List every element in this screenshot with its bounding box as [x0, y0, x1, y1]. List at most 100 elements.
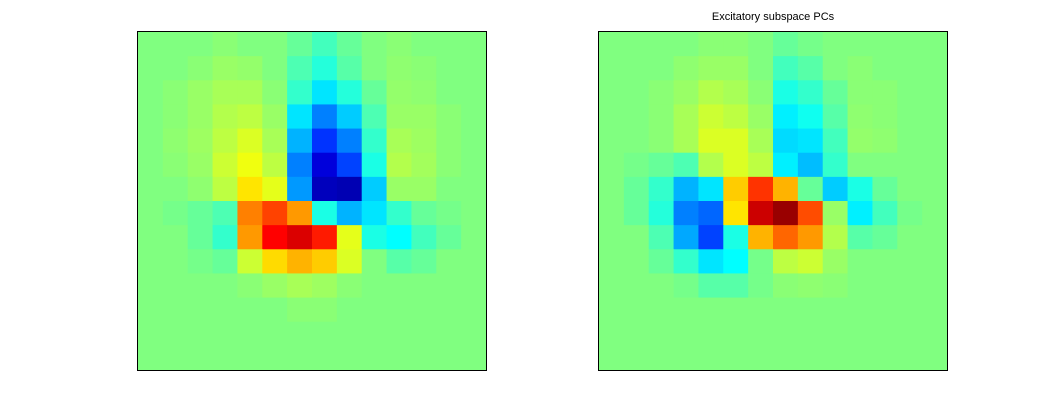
heatmap-1-cell-r2-c2: [187, 80, 214, 106]
heatmap-1-cell-r6-c11: [411, 176, 437, 202]
heatmap-2-cell-r4-c6: [748, 128, 774, 154]
heatmap-1-cell-r12-c11: [411, 321, 437, 347]
heatmap-1-cell-r7-c12: [436, 201, 462, 226]
heatmap-1-cell-r1-c4: [237, 56, 263, 81]
heatmap-1-cell-r11-c1: [162, 297, 189, 323]
heatmap-2-cell-r12-c11: [872, 321, 898, 347]
heatmap-1-cell-r1-c5: [262, 56, 288, 81]
heatmap-1-cell-r8-c6: [287, 225, 313, 250]
heatmap-2-cell-r12-c3: [673, 321, 700, 347]
heatmap-2-cell-r7-c4: [698, 201, 724, 226]
heatmap-2-cell-r4-c1: [623, 128, 650, 154]
heatmap-1-cell-r4-c4: [237, 128, 263, 154]
heatmap-2-cell-r7-c11: [872, 201, 898, 226]
heatmap-2-cell-r5-c11: [872, 152, 898, 178]
heatmap-1-cell-r9-c7: [312, 249, 338, 275]
heatmap-1-cell-r7-c9: [361, 201, 388, 226]
heatmap-1-cell-r5-c13: [461, 152, 486, 178]
heatmap-2-cell-r7-c6: [748, 201, 774, 226]
heatmap-2-cell-r11-c11: [872, 297, 898, 323]
heatmap-1-cell-r4-c3: [212, 128, 239, 154]
heatmap-2-cell-r12-c10: [847, 321, 874, 347]
heatmap-1-cell-r5-c2: [187, 152, 214, 178]
heatmap-2-cell-r10-c6: [748, 273, 774, 299]
heatmap-1-cell-r6-c0: [138, 176, 164, 202]
heatmap-2-cell-r2-c13: [922, 80, 947, 106]
heatmap-2-cell-r8-c8: [797, 225, 824, 250]
heatmap-2-cell-r8-c0: [599, 225, 625, 250]
heatmap-2-cell-r5-c8: [797, 152, 824, 178]
heatmap-1-cell-r8-c8: [336, 225, 363, 250]
heatmap-1-cell-r2-c12: [436, 80, 462, 106]
heatmap-1-cell-r1-c13: [461, 56, 486, 81]
heatmap-2-cell-r3-c0: [599, 104, 625, 130]
heatmap-2-cell-r0-c11: [872, 32, 898, 57]
heatmap-1-cell-r1-c11: [411, 56, 437, 81]
heatmap-1-cell-r10-c5: [262, 273, 288, 299]
heatmap-2-cell-r12-c4: [698, 321, 724, 347]
heatmap-1-cell-r1-c2: [187, 56, 214, 81]
heatmap-2-cell-r12-c5: [723, 321, 749, 347]
heatmap-1-cell-r11-c6: [287, 297, 313, 323]
heatmap-2-cell-r9-c6: [748, 249, 774, 275]
heatmap-1-cell-r0-c0: [138, 32, 164, 57]
heatmap-2-cell-r7-c12: [897, 201, 923, 226]
heatmap-2-cell-r10-c7: [773, 273, 799, 299]
heatmap-1-cell-r12-c8: [336, 321, 363, 347]
heatmap-1-cell-r0-c4: [237, 32, 263, 57]
heatmap-1-cell-r1-c10: [386, 56, 413, 81]
heatmap-2-cell-r6-c3: [673, 176, 700, 202]
heatmap-2-cell-r13-c6: [748, 345, 774, 370]
heatmap-1-cell-r4-c8: [336, 128, 363, 154]
heatmap-1-cell-r3-c11: [411, 104, 437, 130]
heatmap-1-cell-r6-c1: [162, 176, 189, 202]
heatmap-1-cell-r6-c12: [436, 176, 462, 202]
heatmap-2-cell-r4-c2: [648, 128, 675, 154]
heatmap-2-cell-r11-c6: [748, 297, 774, 323]
heatmap-2-cell-r1-c9: [822, 56, 849, 81]
heatmap-1-cell-r3-c8: [336, 104, 363, 130]
heatmap-2-cell-r3-c12: [897, 104, 923, 130]
heatmap-1-cell-r11-c11: [411, 297, 437, 323]
heatmap-2-cell-r1-c5: [723, 56, 749, 81]
heatmap-1-cell-r6-c3: [212, 176, 239, 202]
heatmap-2-cell-r13-c1: [623, 345, 650, 370]
heatmap-1-cell-r13-c6: [287, 345, 313, 370]
heatmap-2-cell-r13-c7: [773, 345, 799, 370]
heatmap-2-cell-r11-c12: [897, 297, 923, 323]
heatmap-1-cell-r13-c4: [237, 345, 263, 370]
heatmap-2-cell-r11-c13: [922, 297, 947, 323]
heatmap-1-cell-r6-c9: [361, 176, 388, 202]
heatmap-1-cell-r12-c9: [361, 321, 388, 347]
heatmap-1-cell-r10-c7: [312, 273, 338, 299]
heatmap-2-cell-r0-c4: [698, 32, 724, 57]
heatmap-1-cell-r11-c13: [461, 297, 486, 323]
heatmap-2-cell-r1-c1: [623, 56, 650, 81]
heatmap-2-cell-r9-c3: [673, 249, 700, 275]
heatmap-2-cell-r3-c10: [847, 104, 874, 130]
heatmap-2-cell-r4-c3: [673, 128, 700, 154]
heatmap-2-cell-r1-c2: [648, 56, 675, 81]
heatmap-1-cell-r8-c13: [461, 225, 486, 250]
heatmap-2-cell-r6-c11: [872, 176, 898, 202]
heatmap-2-cell-r0-c3: [673, 32, 700, 57]
heatmap-2-cell-r4-c13: [922, 128, 947, 154]
heatmap-1-cell-r9-c9: [361, 249, 388, 275]
heatmap-2-cell-r10-c1: [623, 273, 650, 299]
heatmap-1-cell-r2-c7: [312, 80, 338, 106]
heatmap-1-cell-r3-c0: [138, 104, 164, 130]
heatmap-1-cell-r4-c5: [262, 128, 288, 154]
heatmap-1-cell-r10-c6: [287, 273, 313, 299]
heatmap-1-cell-r5-c6: [287, 152, 313, 178]
heatmap-2-cell-r7-c7: [773, 201, 799, 226]
heatmap-2-cell-r6-c9: [822, 176, 849, 202]
heatmap-1-cell-r12-c1: [162, 321, 189, 347]
heatmap-2-cell-r1-c0: [599, 56, 625, 81]
heatmap-2-cell-r3-c7: [773, 104, 799, 130]
heatmap-1-cell-r5-c0: [138, 152, 164, 178]
heatmap-1-cell-r11-c0: [138, 297, 164, 323]
heatmap-2-cell-r2-c7: [773, 80, 799, 106]
heatmap-1-cell-r9-c1: [162, 249, 189, 275]
heatmap-1-cell-r7-c10: [386, 201, 413, 226]
